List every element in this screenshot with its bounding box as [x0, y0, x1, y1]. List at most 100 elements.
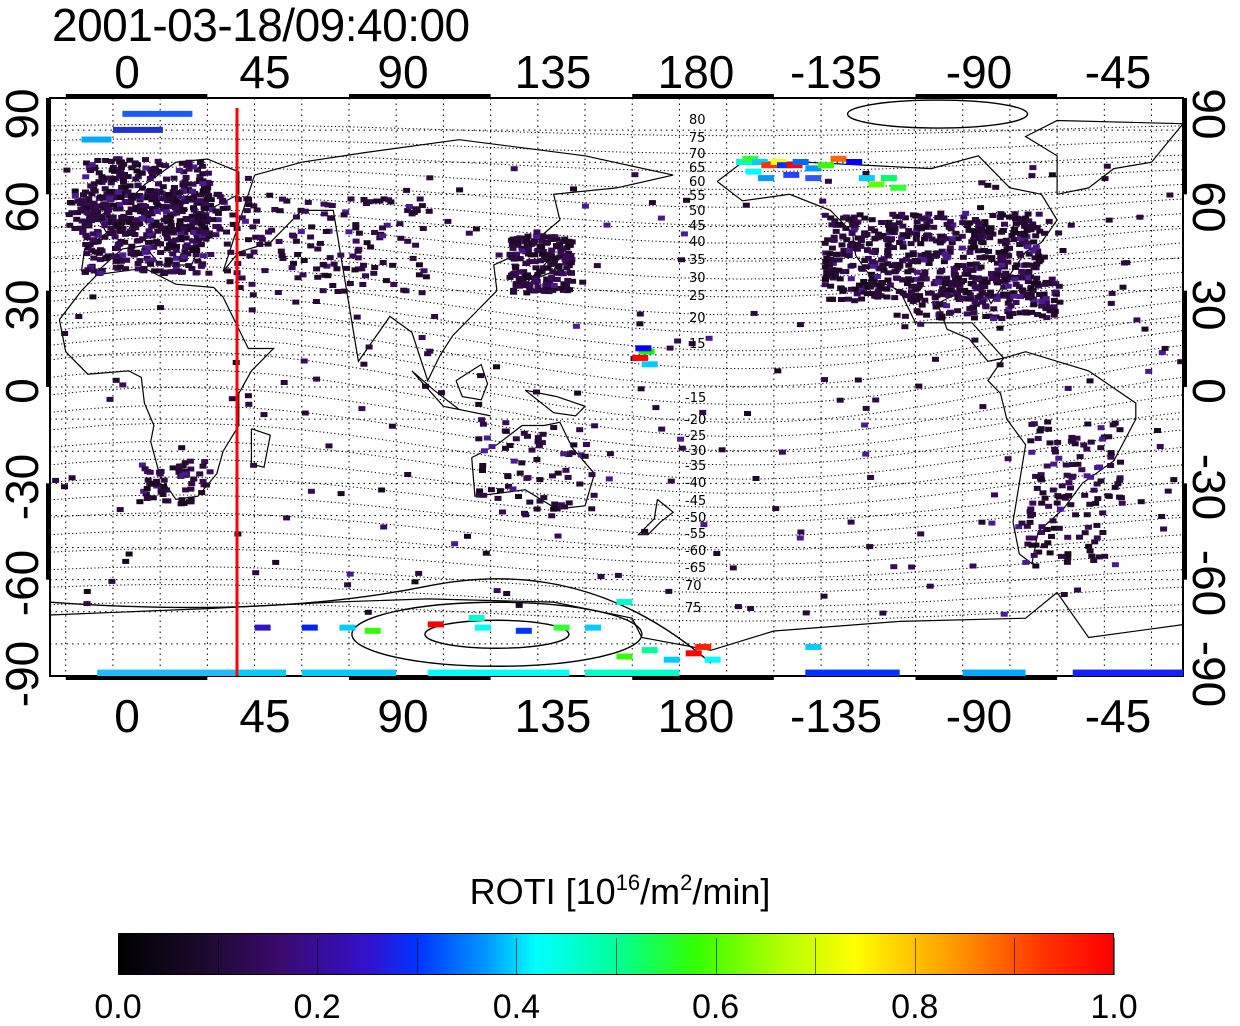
roti-cell [116, 160, 123, 165]
roti-cell [313, 377, 320, 382]
roti-cell [772, 506, 779, 511]
roti-cell [1028, 310, 1035, 315]
left-tick-label: 30 [0, 279, 48, 330]
roti-cell [358, 266, 365, 271]
roti-cell [473, 226, 480, 231]
roti-cell [148, 211, 155, 216]
roti-cell [1068, 435, 1075, 440]
roti-cell [838, 297, 845, 302]
roti-cell [883, 236, 890, 241]
roti-cell [156, 261, 163, 266]
roti-cell [1018, 269, 1025, 274]
roti-cell [558, 271, 565, 276]
roti-cell [166, 242, 173, 247]
roti-cell [134, 239, 141, 244]
roti-cell [857, 212, 864, 217]
roti-cell [918, 276, 925, 281]
colorbar-tick [317, 938, 318, 975]
roti-cell [1042, 496, 1049, 501]
roti-cell [301, 258, 308, 263]
roti-cell [169, 251, 176, 256]
roti-cell [1078, 467, 1085, 472]
roti-cell [604, 223, 611, 228]
roti-cell [302, 209, 309, 214]
roti-cell [948, 226, 955, 231]
colorbar-tick [616, 938, 617, 975]
roti-cell [565, 475, 572, 480]
roti-cell [1011, 277, 1018, 282]
roti-cell [1047, 550, 1054, 555]
roti-cell [416, 262, 423, 267]
colorbar-label: 0.8 [865, 990, 965, 1024]
roti-cell [84, 601, 91, 606]
roti-cell [858, 237, 865, 242]
roti-cell [1056, 495, 1063, 500]
roti-cell [999, 263, 1006, 268]
roti-cell [279, 253, 286, 258]
roti-cell [1136, 215, 1143, 220]
roti-cell [1165, 489, 1172, 494]
roti-cell [1035, 436, 1042, 441]
roti-cell [1087, 548, 1094, 553]
bottom-tick-label: 45 [239, 690, 290, 742]
contour-label: 45 [689, 219, 706, 234]
roti-cell [872, 398, 879, 403]
roti-cell [517, 256, 524, 261]
roti-cell [205, 271, 212, 276]
roti-cell [201, 206, 208, 211]
roti-cell [1094, 465, 1101, 470]
roti-cell [566, 287, 573, 292]
roti-cell [496, 253, 503, 258]
roti-cell [589, 472, 596, 477]
roti-cell [385, 197, 392, 202]
roti-cell [889, 228, 896, 233]
roti-cell [550, 507, 557, 512]
bottom-tick-label: -45 [1085, 690, 1151, 742]
roti-cell [1001, 612, 1008, 617]
roti-cell [335, 289, 342, 294]
roti-cell [966, 250, 973, 255]
roti-cell [1029, 501, 1036, 506]
roti-cell [561, 237, 568, 242]
roti-cell [345, 229, 352, 234]
roti-cell [887, 283, 894, 288]
roti-cell [410, 256, 417, 261]
roti-cell [421, 268, 428, 273]
roti-cell [949, 236, 956, 241]
roti-cell [555, 534, 562, 539]
roti-cell [431, 314, 438, 319]
roti-cell [1025, 212, 1032, 217]
top-tick-label: -135 [790, 46, 882, 98]
roti-cell [167, 198, 174, 203]
roti-cell [576, 427, 583, 432]
roti-cell [1019, 521, 1026, 526]
roti-cell [341, 212, 348, 217]
roti-cell [321, 211, 328, 216]
roti-cell [510, 288, 517, 293]
roti-cell [563, 265, 570, 270]
roti-cell [822, 259, 829, 264]
roti-cell [83, 251, 90, 256]
roti-cell [977, 293, 984, 298]
roti-cell [573, 324, 580, 329]
contour-label: 75 [685, 601, 702, 616]
roti-cell [183, 175, 190, 180]
roti-cell [937, 211, 944, 216]
roti-cell [198, 264, 205, 269]
roti-cell [1032, 233, 1039, 238]
roti-cell [971, 338, 978, 343]
roti-cell [380, 525, 387, 530]
roti-cell [91, 201, 98, 206]
roti-cell [146, 228, 153, 233]
roti-cell [822, 264, 829, 269]
roti-cell [997, 326, 1004, 331]
roti-cell [955, 275, 962, 280]
top-tick-label: 180 [658, 46, 735, 98]
roti-cell [224, 206, 231, 211]
roti-cell [438, 390, 445, 395]
roti-cell [198, 490, 205, 495]
roti-cell [390, 282, 397, 287]
roti-cell [172, 238, 179, 243]
roti-cell [1064, 560, 1071, 565]
roti-cell [347, 572, 354, 577]
